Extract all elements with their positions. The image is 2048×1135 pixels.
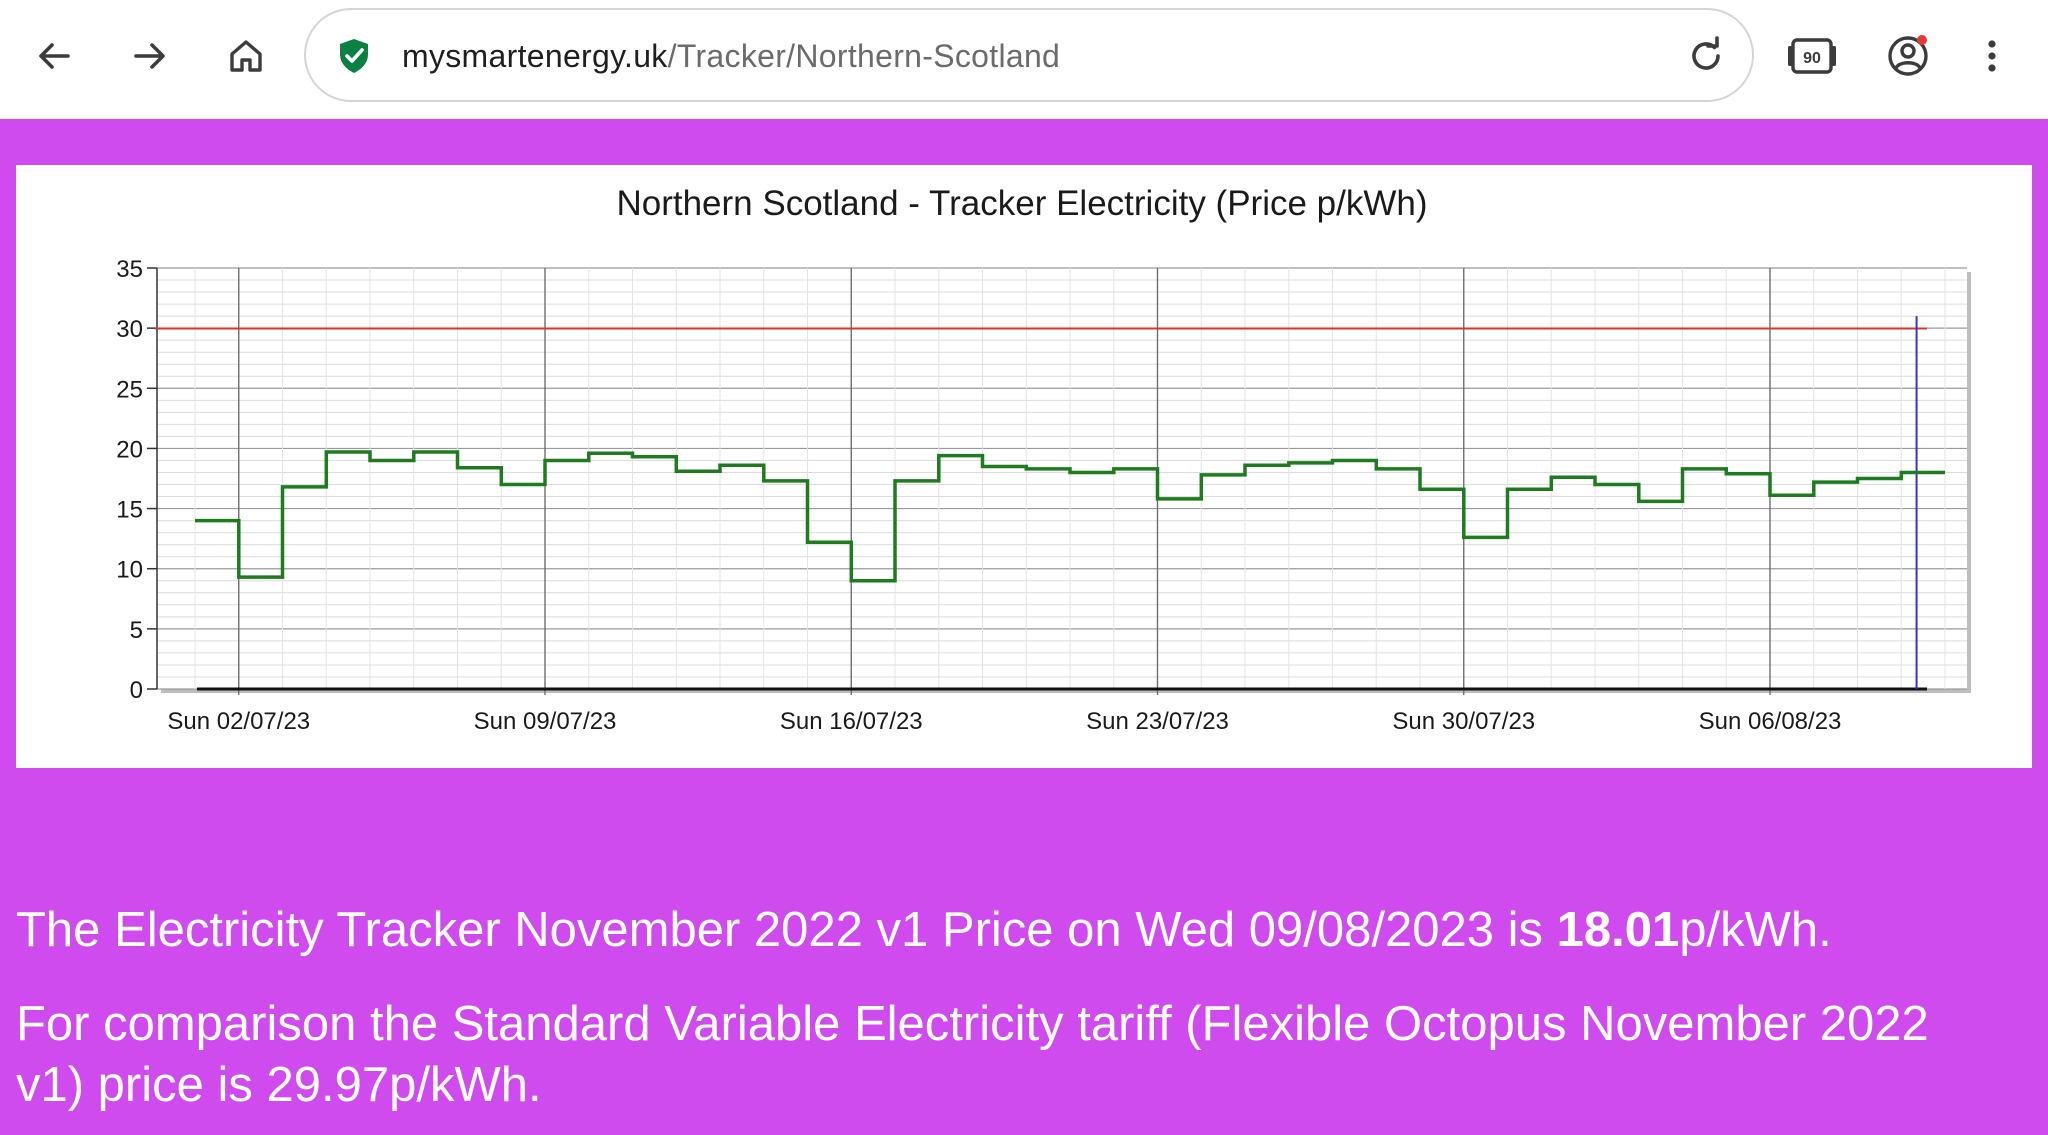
chart-title: Northern Scotland - Tracker Electricity … [616,184,1427,223]
more-menu-button[interactable] [1960,24,2024,88]
browser-toolbar: mysmartenergy.uk/Tracker/Northern-Scotla… [0,0,2048,119]
x-tick-label: Sun 02/07/23 [167,708,310,735]
y-tick-label: 15 [116,497,143,524]
reload-icon[interactable] [1686,36,1726,76]
x-tick-label: Sun 16/07/23 [780,708,923,735]
url-text[interactable]: mysmartenergy.uk/Tracker/Northern-Scotla… [402,38,1060,75]
x-tick-label: Sun 23/07/23 [1086,708,1229,735]
price-text-prefix: The Electricity Tracker November 2022 v1… [16,903,1557,957]
account-button[interactable] [1876,24,1940,88]
tracker-price-message: The Electricity Tracker November 2022 v1… [16,900,2036,961]
price-value: 18.01 [1556,903,1680,957]
y-tick-label: 5 [130,617,143,644]
price-series-line [195,450,1945,583]
x-axis: Sun 02/07/23 Sun 09/07/23 Sun 16/07/23 Sun … [167,687,1927,735]
price-chart: 0 5 10 15 20 25 30 35 Sun 02/07/23 Sun 09/07/23 S… [16,165,2032,768]
account-icon [1888,35,1928,76]
chart-series [155,316,1945,689]
forward-button[interactable] [118,24,182,88]
price-unit: p/kWh. [1679,903,1832,957]
x-tick-label: Sun 09/07/23 [474,708,617,735]
y-tick-label: 30 [116,316,143,343]
tab-count: 90 [1803,50,1821,67]
more-menu-icon [1988,40,1996,72]
comparison-message: For comparison the Standard Variable Ele… [16,994,2036,1116]
y-tick-label: 0 [130,677,143,704]
y-tick-label: 20 [116,436,143,463]
y-tick-label: 35 [116,256,143,283]
x-tick-label: Sun 06/08/23 [1699,708,1842,735]
y-tick-label: 25 [116,376,143,403]
comparison-line-1: For comparison the Standard Variable Ele… [16,997,1929,1051]
back-button[interactable] [22,24,86,88]
chart-grid [157,267,1971,695]
url-domain: mysmartenergy.uk [402,38,668,74]
url-path: /Tracker/Northern-Scotland [667,38,1061,74]
back-arrow-icon [39,43,70,69]
tab-switcher-button[interactable]: 90 [1780,24,1844,88]
x-tick-label: Sun 30/07/23 [1392,708,1535,735]
comparison-line-2: v1) price is 29.97p/kWh. [16,1058,542,1112]
address-bar[interactable]: mysmartenergy.uk/Tracker/Northern-Scotla… [304,8,1754,102]
plot-area [157,268,1967,689]
secure-shield-icon[interactable] [334,36,374,76]
forward-arrow-icon [134,43,165,69]
home-button[interactable] [214,24,278,88]
tab-switcher-icon: 90 [1788,38,1836,74]
y-axis: 0 5 10 15 20 25 30 35 [116,256,158,704]
y-tick-label: 10 [116,557,143,584]
notification-dot [1917,35,1927,45]
home-icon [230,40,262,72]
